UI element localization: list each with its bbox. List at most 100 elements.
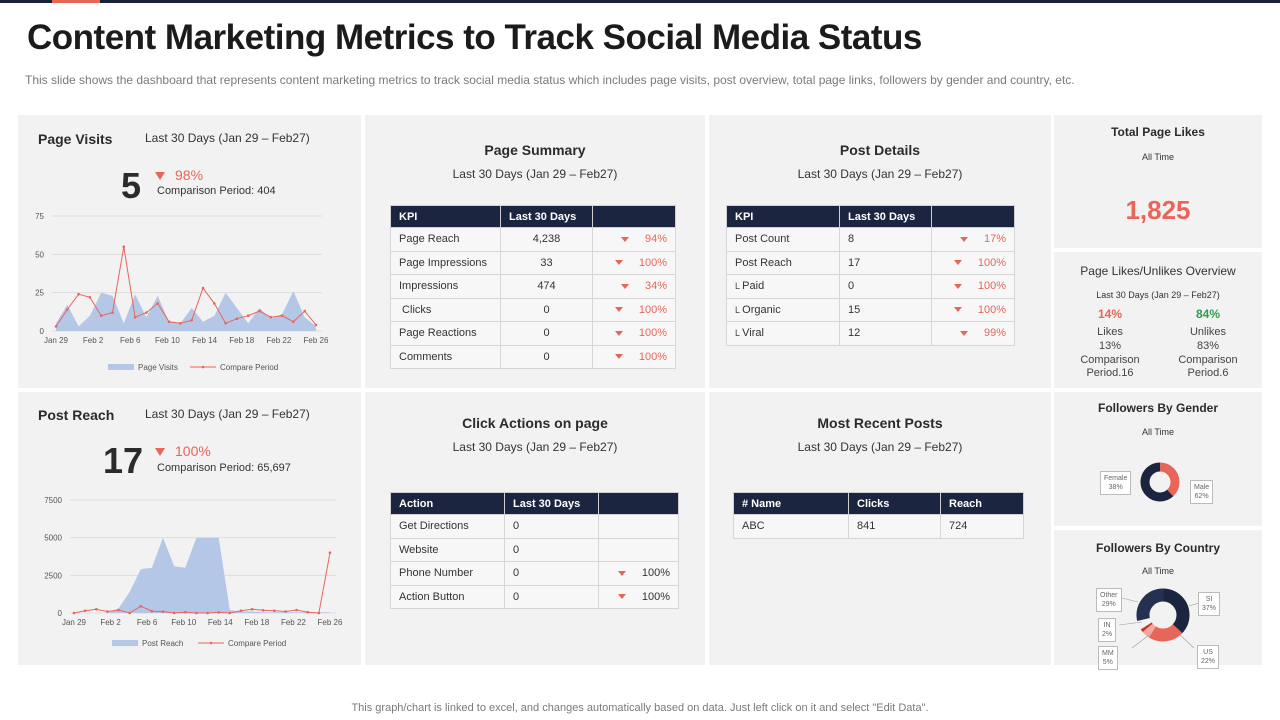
kpi-cell: Impressions	[390, 274, 501, 299]
page-summary-period: Last 30 Days (Jan 29 – Feb27)	[452, 167, 618, 181]
line-point	[314, 323, 318, 327]
table-header: Last 30 Days	[504, 492, 599, 515]
value-cell: 474	[500, 274, 593, 299]
decrease-arrow-icon	[614, 260, 623, 266]
change-value: 100%	[977, 256, 1006, 269]
unlikes-comparison: Comparison Period.6	[1178, 354, 1238, 379]
table-header	[931, 205, 1015, 228]
table-header	[592, 205, 676, 228]
value-cell: 0	[839, 274, 932, 299]
line-point	[303, 309, 307, 313]
slice-name: IN	[1103, 622, 1111, 629]
table-row: Impressions 474 34%	[390, 274, 676, 299]
slice-name: Male	[1194, 484, 1210, 491]
line-point	[190, 319, 193, 322]
line-point	[117, 608, 120, 612]
table-row: Page Reactions 0 100%	[390, 321, 676, 346]
line-point	[239, 609, 243, 612]
post-name-cell: ABC	[733, 514, 849, 539]
table-row: Phone Number 0 100%	[390, 561, 679, 586]
page-visits-title: Page Visits	[38, 131, 113, 147]
line-point	[99, 314, 103, 317]
footer-note: This graph/chart is linked to excel, and…	[351, 702, 929, 714]
change-value: 99%	[983, 327, 1006, 340]
y-tick-label: 75	[35, 212, 44, 221]
line-point	[258, 309, 261, 313]
line-point	[269, 315, 273, 319]
in-label: IN 2%	[1098, 618, 1117, 642]
line-point	[179, 322, 182, 325]
x-tick-label: Feb 22	[266, 336, 291, 345]
change-cell: 100%	[592, 250, 676, 275]
value-cell: 0	[500, 321, 593, 346]
table-row: Post Count 8 17%	[726, 227, 1015, 252]
slice-name: US	[1203, 649, 1213, 656]
table-row: Comments 0 100%	[390, 344, 676, 369]
kpi-cell: Clicks	[390, 297, 501, 322]
likes-comparison: Comparison Period.16	[1080, 354, 1140, 379]
slice-value: 38%	[1108, 484, 1123, 491]
kpi-cell: Post Count	[726, 227, 840, 252]
kpi-cell: Page Reach	[390, 227, 501, 252]
value-cell: 8	[839, 227, 932, 252]
line-point	[273, 609, 276, 612]
table-row: Post Reach 17 100%	[726, 250, 1015, 275]
post-reach-period: Last 30 Days (Jan 29 – Feb27)	[145, 407, 310, 421]
table-row: L Organic 15 100%	[726, 297, 1015, 322]
line-point	[184, 610, 187, 614]
x-tick-label: Feb 14	[208, 618, 233, 627]
legend-label: Page Visits	[138, 363, 178, 372]
kpi-cell: Comments	[390, 344, 501, 369]
page-title: Content Marketing Metrics to Track Socia…	[27, 18, 922, 57]
post-details-table: KPI Last 30 Days Post Count 8 17% Post R…	[726, 205, 1015, 346]
area-series	[56, 291, 316, 331]
action-cell: Get Directions	[390, 514, 505, 539]
x-tick-label: Feb 26	[318, 618, 343, 627]
post-details-title: Post Details	[839, 142, 921, 158]
slice-name: SI	[1205, 596, 1213, 603]
page-visits-period: Last 30 Days (Jan 29 – Feb27)	[145, 131, 310, 145]
decrease-arrow-icon	[959, 330, 968, 336]
table-header: Reach	[940, 492, 1024, 515]
change-cell	[598, 514, 679, 539]
change-value: 100%	[977, 303, 1006, 316]
post-reach-title: Post Reach	[38, 407, 115, 423]
table-header: Last 30 Days	[500, 205, 593, 228]
decrease-arrow-icon	[614, 330, 623, 336]
decrease-arrow-icon	[620, 283, 629, 289]
x-tick-label: Feb 22	[281, 618, 306, 627]
decrease-arrow-icon	[620, 236, 629, 242]
value-cell: 12	[839, 321, 932, 346]
legend-marker	[209, 641, 213, 645]
change-value: 17%	[983, 233, 1006, 246]
post-reach-change: 100%	[175, 443, 211, 459]
slice-name: Female	[1104, 475, 1128, 482]
y-tick-label: 2500	[44, 571, 62, 580]
leader-line	[1118, 621, 1143, 626]
unlikes-label: Unlikes	[1189, 326, 1227, 338]
line-point	[228, 611, 232, 615]
line-point	[72, 611, 76, 615]
line-series	[55, 246, 317, 327]
male-label: Male 62%	[1190, 480, 1214, 504]
table-row: L Viral 12 99%	[726, 321, 1015, 346]
value-cell: 0	[504, 584, 599, 609]
legend-label: Post Reach	[142, 639, 183, 648]
table-row: Website 0	[390, 537, 679, 562]
slice-value: 22%	[1201, 658, 1216, 665]
change-value: 100%	[641, 567, 670, 580]
table-row: ABC 841 724	[733, 514, 1024, 539]
other-slice	[1136, 588, 1190, 642]
decrease-arrow-icon	[617, 594, 626, 600]
line-point	[328, 551, 332, 554]
slice-value: 62%	[1194, 493, 1209, 500]
leader-line	[1178, 633, 1195, 649]
table-header: Last 30 Days	[839, 205, 932, 228]
decrease-arrow-icon	[614, 307, 623, 313]
line-point	[201, 286, 205, 290]
top-bar	[0, 0, 1280, 3]
decrease-arrow-icon	[959, 236, 968, 242]
page-summary-title: Page Summary	[484, 142, 586, 158]
table-header: # Name	[733, 492, 849, 515]
y-tick-label: 0	[40, 327, 45, 336]
